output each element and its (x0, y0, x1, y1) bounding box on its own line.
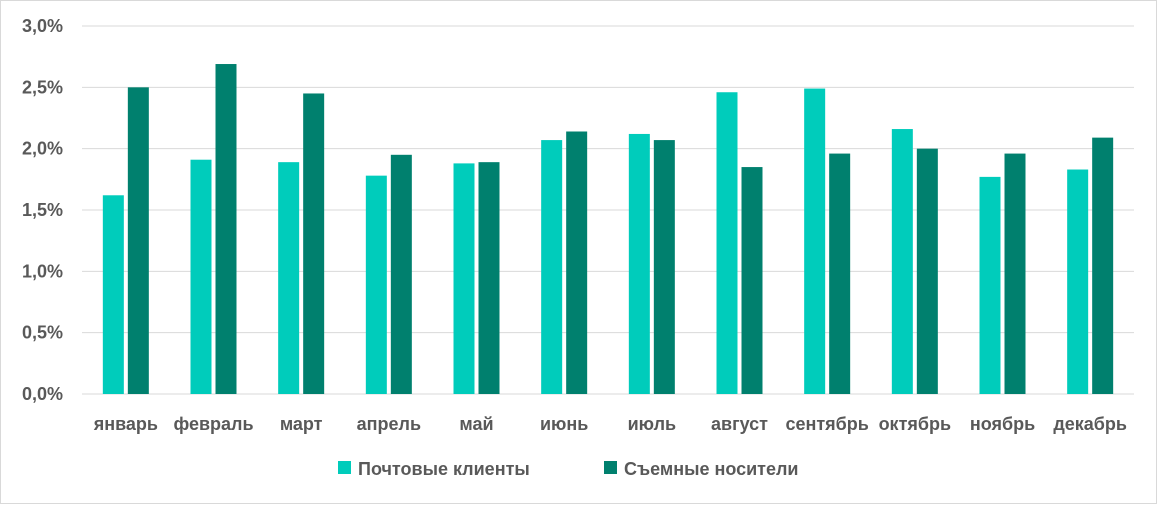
legend-swatch (604, 461, 617, 474)
legend-label: Почтовые клиенты (358, 459, 530, 479)
bar-series2 (1004, 153, 1026, 394)
bar-series2 (390, 154, 412, 394)
x-tick-label: июнь (540, 414, 588, 434)
x-tick-label: январь (93, 414, 158, 434)
y-tick-label: 0,5% (22, 323, 63, 343)
y-tick-label: 1,5% (22, 200, 63, 220)
bar-series2 (566, 131, 588, 394)
y-tick-label: 0,0% (22, 384, 63, 404)
x-tick-label: декабрь (1053, 414, 1127, 434)
x-tick-label: февраль (173, 414, 253, 434)
gridlines (82, 25, 1134, 395)
y-tick-label: 3,0% (22, 16, 63, 36)
x-tick-label: март (280, 414, 323, 434)
x-axis-ticks: январь февраль март апрель май июнь июль август… (93, 414, 1127, 434)
x-tick-label: октябрь (879, 414, 952, 434)
bar-series2 (916, 148, 938, 394)
bar-series1 (541, 140, 563, 394)
legend-label: Съемные носители (624, 459, 799, 479)
x-tick-label: май (459, 414, 493, 434)
bar-series1 (453, 163, 475, 394)
x-tick-label: июль (628, 414, 677, 434)
bar-series1 (365, 175, 387, 394)
bar-series1 (979, 176, 1001, 394)
bar-series1 (190, 159, 212, 394)
bar-series1 (716, 92, 738, 395)
bar-series2 (653, 140, 675, 394)
y-tick-label: 2,5% (22, 77, 63, 97)
bar-series1 (1067, 169, 1089, 394)
x-tick-label: ноябрь (970, 414, 1035, 434)
x-tick-label: август (711, 414, 768, 434)
bar-series2 (741, 167, 763, 394)
bar-series2 (215, 64, 237, 394)
bar-series1 (804, 88, 826, 394)
bar-series1 (628, 133, 650, 395)
bar-series2 (829, 153, 851, 394)
y-axis-ticks: 0,0% 0,5% 1,0% 1,5% 2,0% 2,5% 3,0% (22, 16, 63, 404)
y-tick-label: 2,0% (22, 139, 63, 159)
bar-series2 (127, 87, 149, 394)
bar-series2 (303, 93, 325, 394)
bar-series1 (278, 162, 300, 394)
bar-series2 (478, 162, 500, 394)
bar-series1 (891, 129, 913, 395)
bar-series2 (1092, 137, 1114, 395)
bar-series1 (102, 195, 124, 394)
legend: Почтовые клиенты Съемные носители (338, 459, 799, 479)
legend-swatch (338, 461, 351, 474)
y-tick-label: 1,0% (22, 261, 63, 281)
x-tick-label: сентябрь (785, 414, 868, 434)
x-tick-label: апрель (357, 414, 421, 434)
bars (102, 64, 1114, 395)
